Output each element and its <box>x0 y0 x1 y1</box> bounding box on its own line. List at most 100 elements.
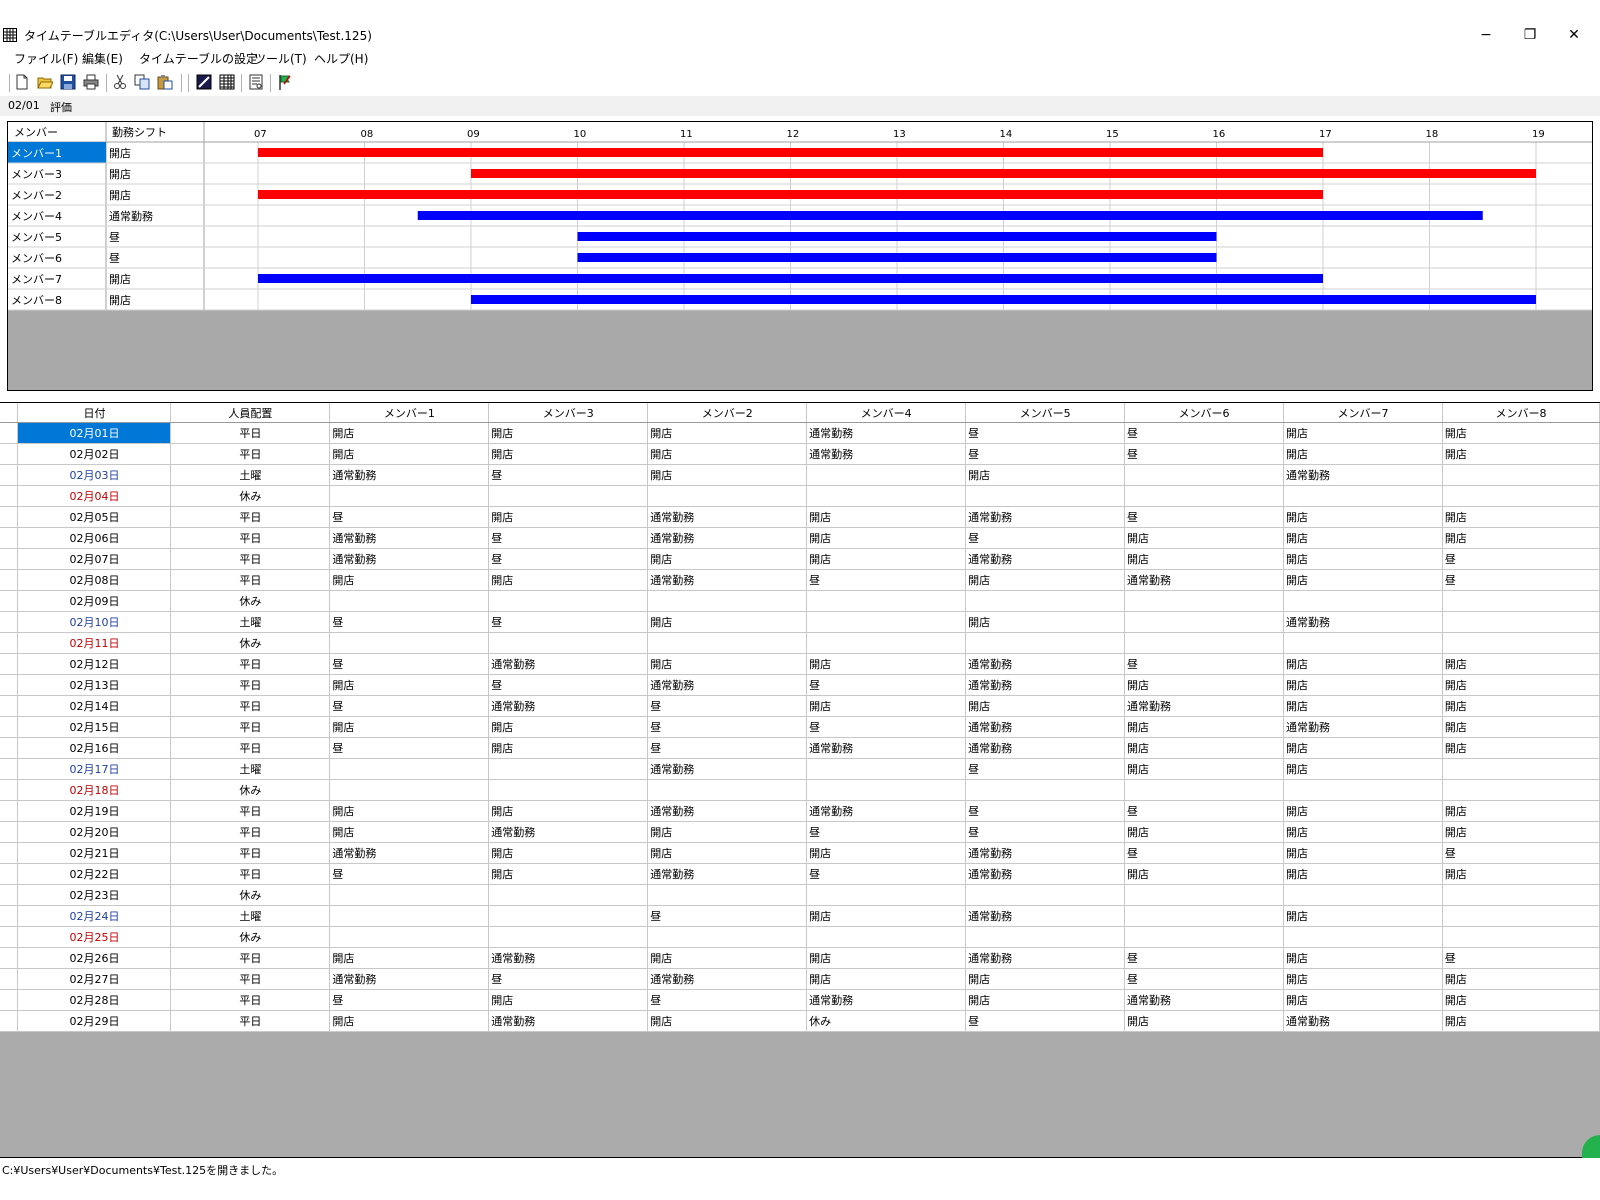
shift-cell[interactable]: 開店 <box>806 905 967 927</box>
shift-cell[interactable]: 通常勤務 <box>329 464 490 486</box>
shift-cell[interactable]: 昼 <box>1124 968 1284 990</box>
shift-cell[interactable]: 開店 <box>1283 506 1443 528</box>
column-header[interactable]: 人員配置 <box>170 403 331 423</box>
shift-cell[interactable]: 通常勤務 <box>965 674 1126 696</box>
shift-cell[interactable] <box>329 905 490 927</box>
staffing-cell[interactable]: 土曜 <box>170 611 331 633</box>
date-cell[interactable]: 02月02日 <box>17 443 172 465</box>
gantt-shift-bar[interactable] <box>258 274 1323 283</box>
staffing-cell[interactable]: 休み <box>170 485 331 507</box>
shift-cell[interactable] <box>647 884 808 906</box>
row-header[interactable] <box>0 737 19 759</box>
shift-cell[interactable] <box>647 485 808 507</box>
shift-cell[interactable]: 通常勤務 <box>1283 1010 1443 1032</box>
shift-cell[interactable]: 開店 <box>965 695 1126 717</box>
row-header[interactable] <box>0 968 19 990</box>
shift-cell[interactable]: 開店 <box>1124 716 1284 738</box>
menu-help[interactable]: ヘルプ(H) <box>314 52 369 66</box>
shift-cell[interactable] <box>488 926 649 948</box>
row-header[interactable] <box>0 800 19 822</box>
shift-cell[interactable] <box>1124 632 1284 654</box>
shift-cell[interactable]: 昼 <box>647 737 808 759</box>
shift-cell[interactable]: 通常勤務 <box>647 968 808 990</box>
column-header[interactable]: メンバー2 <box>647 403 808 423</box>
shift-cell[interactable]: 通常勤務 <box>488 695 649 717</box>
shift-cell[interactable] <box>329 758 490 780</box>
shift-cell[interactable] <box>1442 779 1600 801</box>
row-header[interactable] <box>0 443 19 465</box>
shift-cell[interactable]: 開店 <box>647 653 808 675</box>
date-cell[interactable]: 02月25日 <box>17 926 172 948</box>
row-header[interactable] <box>0 758 19 780</box>
row-header[interactable] <box>0 821 19 843</box>
shift-cell[interactable]: 通常勤務 <box>647 758 808 780</box>
shift-cell[interactable]: 昼 <box>488 968 649 990</box>
shift-cell[interactable]: 開店 <box>1283 737 1443 759</box>
shift-cell[interactable]: 通常勤務 <box>1283 611 1443 633</box>
shift-cell[interactable]: 開店 <box>1283 821 1443 843</box>
row-header[interactable] <box>0 863 19 885</box>
shift-cell[interactable]: 開店 <box>1283 548 1443 570</box>
staffing-cell[interactable]: 平日 <box>170 737 331 759</box>
shift-cell[interactable] <box>806 884 967 906</box>
column-header[interactable]: メンバー1 <box>329 403 490 423</box>
shift-cell[interactable]: 通常勤務 <box>329 968 490 990</box>
shift-cell[interactable]: 通常勤務 <box>965 863 1126 885</box>
shift-cell[interactable]: 通常勤務 <box>647 506 808 528</box>
shift-cell[interactable]: 開店 <box>806 947 967 969</box>
date-cell[interactable]: 02月04日 <box>17 485 172 507</box>
column-header[interactable]: メンバー3 <box>488 403 649 423</box>
row-header[interactable] <box>0 926 19 948</box>
shift-cell[interactable]: 開店 <box>329 674 490 696</box>
shift-cell[interactable]: 昼 <box>806 569 967 591</box>
shift-cell[interactable] <box>488 632 649 654</box>
shift-cell[interactable]: 開店 <box>329 800 490 822</box>
shift-cell[interactable]: 開店 <box>1283 863 1443 885</box>
staffing-cell[interactable]: 土曜 <box>170 464 331 486</box>
shift-cell[interactable]: 開店 <box>647 1010 808 1032</box>
shift-cell[interactable]: 昼 <box>806 674 967 696</box>
shift-cell[interactable]: 開店 <box>965 989 1126 1011</box>
gantt-member-name[interactable]: メンバー2 <box>11 189 62 202</box>
menu-tools[interactable]: ツール(T) <box>254 52 307 66</box>
date-cell[interactable]: 02月17日 <box>17 758 172 780</box>
shift-cell[interactable] <box>1283 632 1443 654</box>
shift-cell[interactable]: 昼 <box>488 548 649 570</box>
shift-cell[interactable]: 通常勤務 <box>647 863 808 885</box>
gantt-selected-cell[interactable] <box>8 142 106 163</box>
shift-cell[interactable] <box>806 632 967 654</box>
shift-cell[interactable]: 開店 <box>647 443 808 465</box>
shift-cell[interactable] <box>647 632 808 654</box>
shift-cell[interactable]: 開店 <box>806 968 967 990</box>
shift-cell[interactable]: 昼 <box>806 863 967 885</box>
shift-cell[interactable]: 開店 <box>1442 716 1600 738</box>
shift-cell[interactable]: 昼 <box>329 653 490 675</box>
shift-cell[interactable]: 開店 <box>329 821 490 843</box>
shift-cell[interactable]: 開店 <box>1283 695 1443 717</box>
date-cell[interactable]: 02月13日 <box>17 674 172 696</box>
date-cell[interactable]: 02月26日 <box>17 947 172 969</box>
staffing-cell[interactable]: 平日 <box>170 548 331 570</box>
shift-cell[interactable]: 昼 <box>647 905 808 927</box>
shift-cell[interactable] <box>1442 632 1600 654</box>
shift-cell[interactable]: 昼 <box>806 821 967 843</box>
shift-cell[interactable]: 通常勤務 <box>965 905 1126 927</box>
shift-cell[interactable] <box>1283 779 1443 801</box>
gantt-shift-bar[interactable] <box>417 211 1483 220</box>
shift-cell[interactable] <box>329 884 490 906</box>
shift-cell[interactable]: 開店 <box>488 422 649 444</box>
shift-cell[interactable]: 開店 <box>1442 422 1600 444</box>
shift-cell[interactable]: 昼 <box>965 758 1126 780</box>
report-icon[interactable] <box>248 74 264 90</box>
row-header[interactable] <box>0 884 19 906</box>
date-cell[interactable]: 02月09日 <box>17 590 172 612</box>
row-header[interactable] <box>0 989 19 1011</box>
staffing-cell[interactable]: 土曜 <box>170 758 331 780</box>
row-header[interactable] <box>0 947 19 969</box>
shift-cell[interactable]: 通常勤務 <box>329 548 490 570</box>
shift-cell[interactable] <box>965 926 1126 948</box>
shift-cell[interactable] <box>965 590 1126 612</box>
shift-cell[interactable] <box>329 779 490 801</box>
shift-cell[interactable]: 通常勤務 <box>488 1010 649 1032</box>
date-cell[interactable]: 02月03日 <box>17 464 172 486</box>
